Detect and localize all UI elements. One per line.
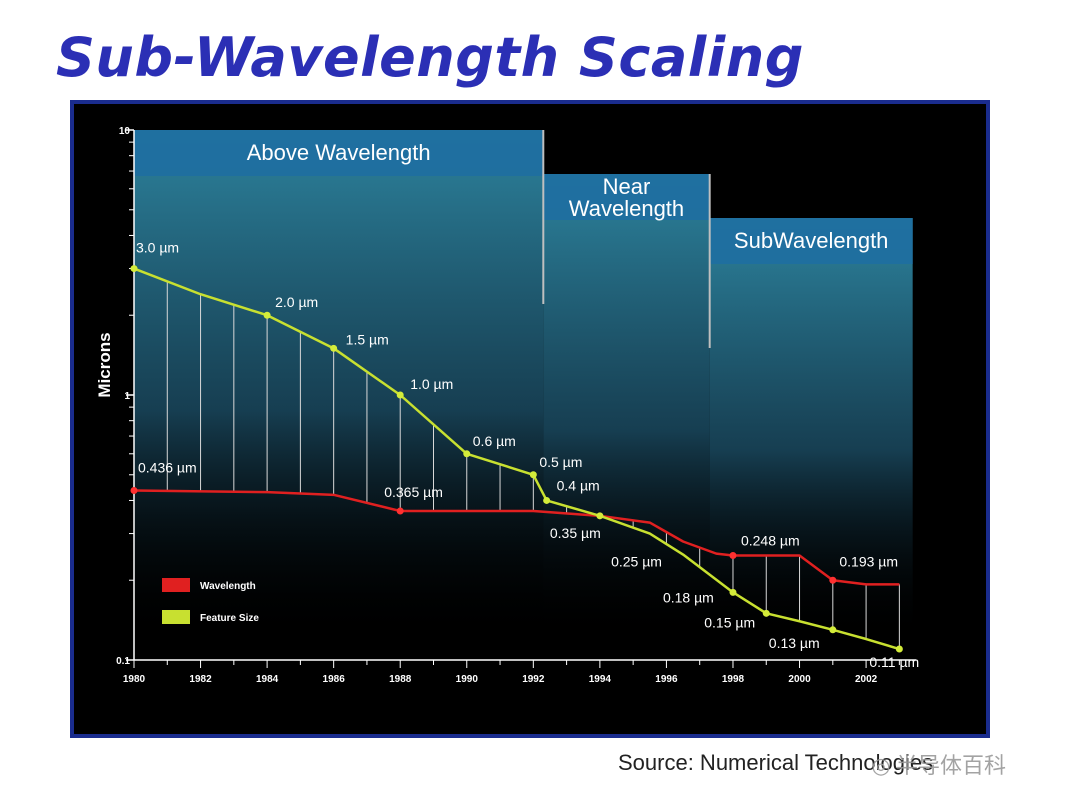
feature-size-point — [330, 344, 338, 352]
y-axis-label: Microns — [95, 332, 114, 397]
legend-label: Wavelength — [200, 581, 256, 592]
x-tick-label: 1992 — [522, 674, 545, 685]
y-tick-label: 1 — [124, 391, 130, 402]
data-label: 0.365 µm — [384, 484, 443, 500]
region-band — [543, 174, 710, 640]
feature-size-point — [130, 265, 138, 273]
data-label: 1.0 µm — [410, 376, 453, 392]
legend-label: Feature Size — [200, 613, 259, 624]
chart-svg: Above Wavelength Near Wavelength SubWavelen… — [95, 126, 919, 685]
y-tick-label: 10 — [119, 126, 131, 137]
data-label: 2.0 µm — [275, 294, 318, 310]
source-note: Source: Numerical Technologies — [618, 750, 934, 775]
data-label: 3.0 µm — [136, 240, 179, 256]
data-label: 0.193 µm — [839, 553, 898, 569]
data-label: 0.4 µm — [557, 477, 600, 493]
legend-swatch — [162, 610, 190, 624]
x-tick-label: 2002 — [855, 674, 878, 685]
data-label: 0.436 µm — [138, 460, 197, 476]
feature-size-point — [543, 496, 551, 504]
region-header — [134, 130, 544, 176]
data-label: 0.15 µm — [704, 614, 755, 630]
watermark-text: 半导体百科 — [896, 753, 1007, 778]
y-tick-label: 0.1 — [116, 656, 130, 667]
data-label: 0.5 µm — [539, 454, 582, 470]
x-tick-label: 1984 — [256, 674, 279, 685]
region-label: Above Wavelength — [247, 140, 431, 165]
x-tick-label: 1996 — [655, 674, 678, 685]
x-tick-label: 1988 — [389, 674, 412, 685]
feature-size-point — [762, 609, 770, 617]
slide-title: Sub-Wavelength Scaling — [56, 26, 804, 89]
feature-size-point — [895, 645, 903, 653]
x-tick-label: 2000 — [788, 674, 811, 685]
data-label: 0.35 µm — [550, 525, 601, 541]
feature-size-point — [829, 626, 837, 634]
data-label: 0.25 µm — [611, 554, 662, 570]
wechat-icon: ◎ — [871, 753, 891, 778]
region-header — [709, 218, 913, 264]
wavelength-point — [729, 551, 737, 559]
feature-size-point — [596, 512, 604, 520]
wavelength-line — [133, 489, 900, 586]
wavelength-point — [396, 507, 404, 515]
feature-size-point — [729, 588, 737, 596]
data-label: 0.13 µm — [769, 635, 820, 651]
x-tick-label: 1980 — [123, 674, 146, 685]
data-label: 0.248 µm — [741, 532, 800, 548]
region-header — [543, 174, 710, 220]
legend-swatch — [162, 578, 190, 592]
x-tick-label: 1994 — [589, 674, 612, 685]
wavelength-point — [829, 576, 837, 584]
feature-size-point — [529, 471, 537, 479]
x-tick-label: 1986 — [323, 674, 346, 685]
wavelength-point — [130, 487, 138, 495]
feature-size-point — [396, 391, 404, 399]
data-label: 0.18 µm — [663, 589, 714, 605]
feature-size-point — [263, 311, 271, 319]
data-label: 1.5 µm — [346, 331, 389, 347]
feature-size-point — [463, 450, 471, 458]
region-band — [709, 218, 913, 640]
x-tick-label: 1982 — [189, 674, 212, 685]
region-label: Near Wavelength — [569, 174, 684, 221]
x-tick-label: 1990 — [456, 674, 479, 685]
data-label: 0.11 µm — [869, 654, 919, 670]
data-label: 0.6 µm — [473, 433, 516, 449]
region-band — [134, 130, 544, 640]
chart-frame: Above Wavelength Near Wavelength SubWavelen… — [70, 100, 990, 738]
watermark: ◎ 半导体百科 — [866, 748, 1006, 780]
x-tick-label: 1998 — [722, 674, 745, 685]
region-label: SubWavelength — [734, 228, 889, 253]
